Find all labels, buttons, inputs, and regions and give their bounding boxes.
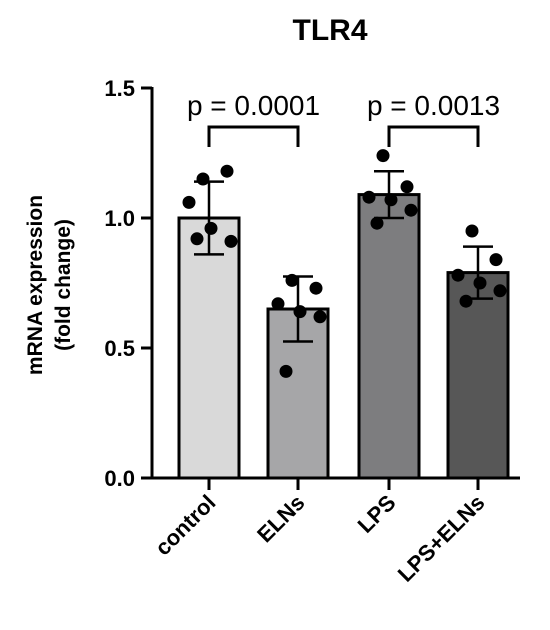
y-axis-label-line1: mRNA expression [24,195,47,375]
data-point [376,149,390,163]
data-point [279,364,293,378]
data-point [271,297,285,311]
y-tick-label: 0.5 [104,336,135,361]
x-tick-label: LPS [353,490,401,538]
chart-title: TLR4 [293,14,368,47]
data-point [220,164,234,178]
y-tick-label: 1.5 [104,76,135,101]
data-point [313,310,327,324]
data-point [362,190,376,204]
data-point [489,253,503,267]
data-point [293,305,307,319]
y-tick-label: 1.0 [104,206,135,231]
bar-lps [357,193,421,480]
y-tick-label: 0.0 [104,466,135,491]
data-point [473,276,487,290]
data-point [182,195,196,209]
p-value-label: p = 0.0001 [187,90,320,121]
x-tick-label: LPS+ELNs [393,490,490,587]
data-point [224,234,238,248]
data-point [493,284,507,298]
data-point [370,216,384,230]
data-point [465,224,479,238]
significance-bracket [387,125,480,147]
bar-lps-elns [446,271,510,480]
x-tick-label: ELNs [252,490,309,547]
data-point [285,273,299,287]
data-point [404,203,418,217]
p-value-label: p = 0.0013 [367,90,500,121]
bar-control [177,216,241,480]
significance-bracket [207,125,300,147]
y-axis-label: mRNA expression (fold change) [24,195,75,375]
y-axis-label-line2: (fold change) [52,219,75,351]
data-point [190,232,204,246]
data-point [459,294,473,308]
data-point [384,193,398,207]
data-point [451,268,465,282]
data-point [196,172,210,186]
data-point [204,221,218,235]
data-point [309,281,323,295]
data-point [400,180,414,194]
x-tick-label: control [150,490,220,560]
